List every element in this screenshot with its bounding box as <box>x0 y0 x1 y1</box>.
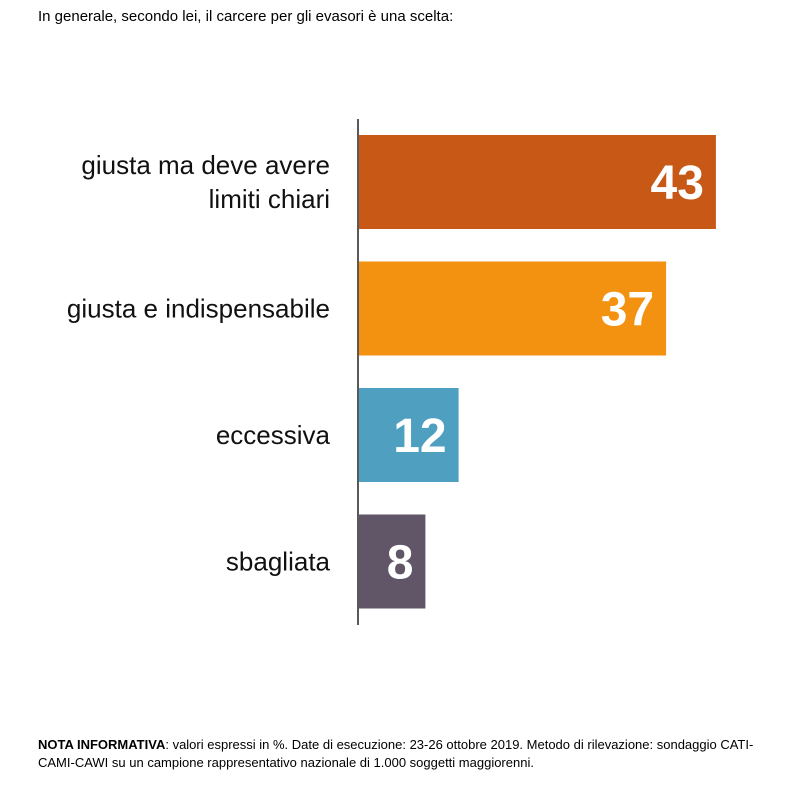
category-label-1-line-1: giusta ma deve avere <box>81 150 330 180</box>
bar-value-label-4: 8 <box>387 537 414 590</box>
bar-value-label-2: 37 <box>601 284 654 337</box>
informative-note: NOTA INFORMATIVA: valori espressi in %. … <box>38 736 778 772</box>
category-label-2: giusta e indispensabile <box>67 294 330 324</box>
chart-question: In generale, secondo lei, il carcere per… <box>38 8 454 25</box>
bar-3 <box>359 388 459 482</box>
bar-4 <box>359 514 426 609</box>
bar-value-label-3: 12 <box>393 410 446 463</box>
category-label-3: eccessiva <box>216 420 331 450</box>
bars-layer: 43 giusta ma deve avere limiti chiari 37 giu… <box>67 135 716 609</box>
bar-2 <box>359 261 667 356</box>
category-label-4: sbagliata <box>226 547 331 577</box>
bar-value-label-1: 43 <box>651 157 704 210</box>
category-label-1-line-2: limiti chiari <box>209 184 330 214</box>
note-label: NOTA INFORMATIVA <box>38 737 166 752</box>
bar-1 <box>359 135 716 229</box>
note-text: : valori espressi in %. Date di esecuzio… <box>38 737 754 770</box>
